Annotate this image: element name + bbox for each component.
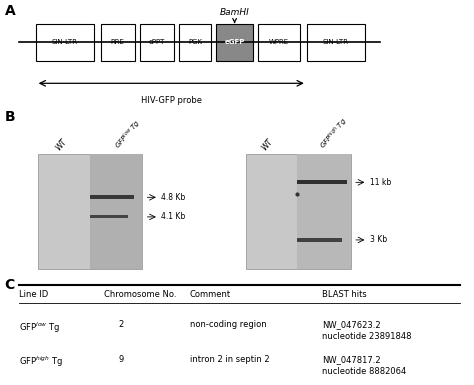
Text: 11 kb: 11 kb bbox=[370, 178, 391, 187]
Text: Line ID: Line ID bbox=[19, 290, 48, 299]
Text: BamHI: BamHI bbox=[220, 8, 249, 23]
Bar bbox=[90, 154, 142, 269]
Text: eGFP: eGFP bbox=[224, 39, 245, 45]
Bar bbox=[297, 154, 351, 269]
Bar bbox=[179, 23, 211, 61]
Bar bbox=[246, 154, 351, 269]
Text: BLAST hits: BLAST hits bbox=[322, 290, 367, 299]
Text: B: B bbox=[5, 110, 15, 124]
Text: C: C bbox=[5, 278, 15, 292]
Text: 9: 9 bbox=[118, 355, 124, 364]
Text: NW_047817.2: NW_047817.2 bbox=[322, 355, 381, 364]
Text: A: A bbox=[5, 4, 16, 18]
Bar bbox=[140, 23, 173, 61]
Text: WT: WT bbox=[260, 137, 274, 152]
Text: cPPT: cPPT bbox=[148, 39, 165, 45]
Bar bbox=[90, 215, 128, 218]
Text: GFP$^{low}$ Tg: GFP$^{low}$ Tg bbox=[113, 117, 145, 152]
Text: 3 Kb: 3 Kb bbox=[370, 236, 387, 244]
Text: PGK: PGK bbox=[188, 39, 202, 45]
Text: non-coding region: non-coding region bbox=[190, 320, 266, 329]
Bar bbox=[36, 23, 94, 61]
Bar bbox=[297, 180, 346, 184]
Text: Comment: Comment bbox=[190, 290, 231, 299]
Bar bbox=[100, 23, 135, 61]
Text: 4.8 Kb: 4.8 Kb bbox=[161, 193, 185, 202]
Text: nucleotide 8882064: nucleotide 8882064 bbox=[322, 367, 407, 376]
Bar bbox=[297, 238, 342, 242]
Bar bbox=[258, 23, 300, 61]
Bar bbox=[38, 154, 142, 269]
Text: intron 2 in septin 2: intron 2 in septin 2 bbox=[190, 355, 269, 364]
Text: NW_047623.2: NW_047623.2 bbox=[322, 320, 381, 329]
Text: 2: 2 bbox=[118, 320, 124, 329]
Text: WPRE: WPRE bbox=[269, 39, 289, 45]
Text: GFP$^{high}$ Tg: GFP$^{high}$ Tg bbox=[19, 355, 63, 369]
Bar bbox=[307, 23, 365, 61]
Text: HIV-GFP probe: HIV-GFP probe bbox=[141, 96, 202, 105]
Text: Chromosome No.: Chromosome No. bbox=[104, 290, 177, 299]
Text: GFP$^{high}$ Tg: GFP$^{high}$ Tg bbox=[318, 116, 351, 152]
Text: WT: WT bbox=[54, 137, 68, 152]
Bar bbox=[216, 23, 254, 61]
Text: 4.1 Kb: 4.1 Kb bbox=[161, 213, 185, 221]
Text: RRE: RRE bbox=[111, 39, 125, 45]
Text: SIN-LTR: SIN-LTR bbox=[52, 39, 78, 45]
Text: nucleotide 23891848: nucleotide 23891848 bbox=[322, 332, 412, 341]
Bar bbox=[90, 196, 134, 199]
Text: GFP$^{low}$ Tg: GFP$^{low}$ Tg bbox=[19, 320, 60, 335]
Text: SIN-LTR: SIN-LTR bbox=[323, 39, 349, 45]
